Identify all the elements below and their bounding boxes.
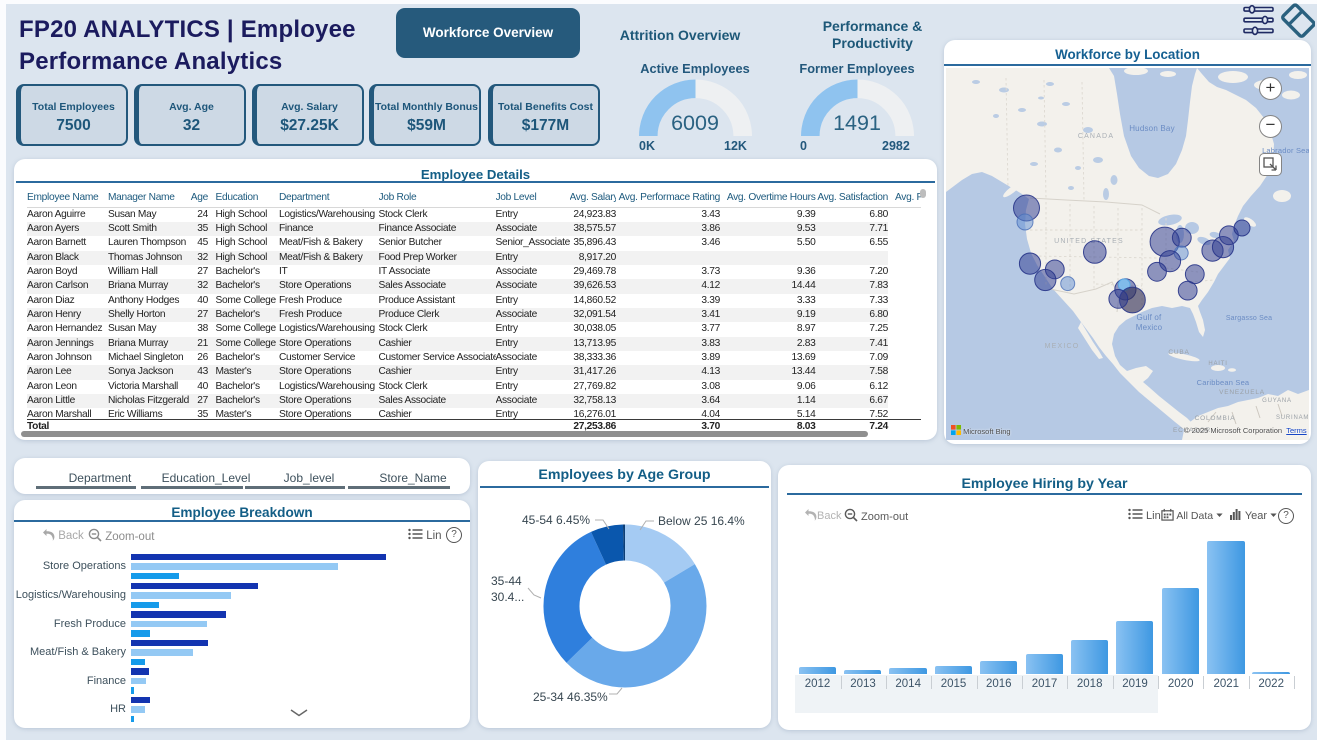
svg-text:Labrador Sea: Labrador Sea <box>1262 146 1309 155</box>
svg-text:GUYANA: GUYANA <box>1262 398 1292 404</box>
svg-text:VENEZUELA: VENEZUELA <box>1219 389 1265 396</box>
svg-text:Mexico: Mexico <box>1136 323 1163 332</box>
svg-text:CANADA: CANADA <box>1078 133 1114 140</box>
svg-text:COLOMBIA: COLOMBIA <box>1195 415 1236 422</box>
svg-text:Caribbean Sea: Caribbean Sea <box>1197 378 1250 387</box>
svg-text:HAITI: HAITI <box>1208 361 1227 367</box>
svg-text:ECUADOR: ECUADOR <box>1173 427 1211 434</box>
svg-text:MEXICO: MEXICO <box>1045 343 1080 350</box>
svg-text:Hudson Bay: Hudson Bay <box>1129 124 1175 133</box>
svg-text:CUBA: CUBA <box>1168 349 1189 356</box>
svg-text:UNITED STATES: UNITED STATES <box>1054 238 1124 245</box>
svg-text:Gulf of: Gulf of <box>1137 313 1163 322</box>
svg-text:Sargasso Sea: Sargasso Sea <box>1226 315 1272 322</box>
